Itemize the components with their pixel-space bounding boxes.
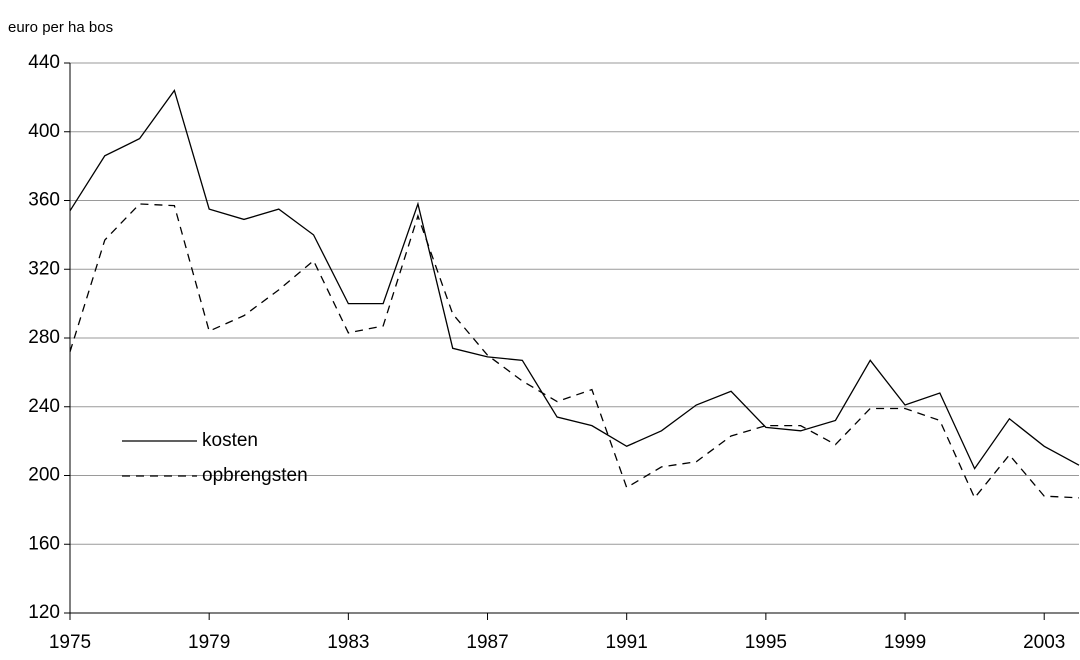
legend-label: kosten	[202, 430, 258, 451]
x-tick-label: 1975	[49, 632, 91, 653]
x-tick-label: 1987	[466, 632, 508, 653]
series-line	[69, 89, 1080, 470]
x-tick-label: 1999	[884, 632, 926, 653]
y-tick-label: 360	[28, 190, 60, 211]
y-tick-label: 400	[28, 121, 60, 142]
x-tick-label: 1991	[606, 632, 648, 653]
y-tick-label: 320	[28, 258, 60, 279]
y-tick-label: 200	[28, 465, 60, 486]
x-tick-label: 1979	[188, 632, 230, 653]
y-axis-label: euro per ha bos	[8, 19, 113, 36]
x-tick-label: 1983	[327, 632, 369, 653]
x-tick-label: 2003	[1023, 632, 1065, 653]
x-tick-label: 1995	[745, 632, 787, 653]
y-tick-label: 120	[28, 602, 60, 623]
legend-label: opbrengsten	[202, 465, 308, 486]
series-line	[69, 203, 1080, 500]
y-tick-label: 240	[28, 396, 60, 417]
y-tick-label: 280	[28, 327, 60, 348]
y-tick-label: 440	[28, 52, 60, 73]
y-tick-label: 160	[28, 533, 60, 554]
